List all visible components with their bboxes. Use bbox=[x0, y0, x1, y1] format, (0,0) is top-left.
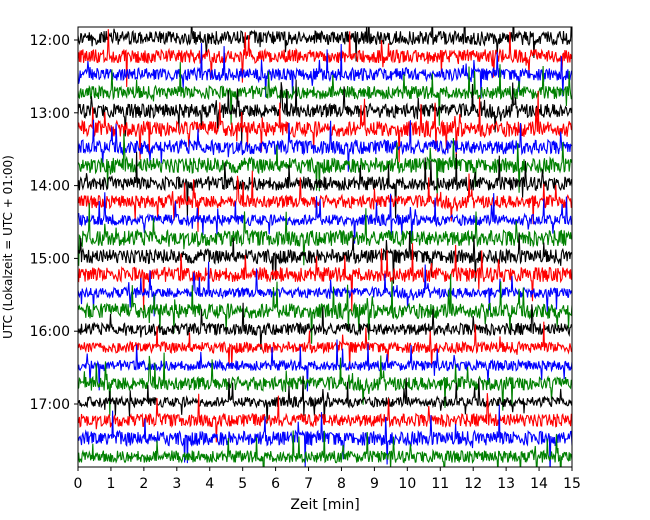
trace-23 bbox=[78, 430, 572, 467]
trace-20 bbox=[78, 375, 572, 424]
seismic-traces bbox=[78, 27, 572, 467]
x-tick-label: 1 bbox=[106, 476, 115, 492]
trace-14 bbox=[78, 261, 572, 317]
y-tick-label: 14:00 bbox=[30, 179, 70, 195]
trace-6 bbox=[78, 119, 572, 172]
trace-2 bbox=[78, 42, 572, 99]
x-tick-label: 10 bbox=[398, 476, 416, 492]
trace-0 bbox=[78, 27, 572, 62]
x-tick-label: 3 bbox=[172, 476, 181, 492]
y-tick-label: 17:00 bbox=[30, 397, 70, 413]
x-axis: 0 1 2 3 4 5 6 7 8 9 10 11 12 13 14 15 bbox=[74, 467, 581, 492]
trace-13 bbox=[78, 243, 572, 312]
trace-5 bbox=[78, 90, 572, 163]
x-tick-label: 5 bbox=[238, 476, 247, 492]
trace-12 bbox=[78, 230, 572, 284]
y-tick-label: 15:00 bbox=[30, 251, 70, 267]
trace-1 bbox=[78, 29, 572, 88]
trace-4 bbox=[78, 79, 572, 144]
y-tick-label: 13:00 bbox=[30, 106, 70, 122]
x-tick-label: 7 bbox=[304, 476, 313, 492]
x-tick-label: 12 bbox=[464, 476, 482, 492]
trace-18 bbox=[78, 339, 572, 392]
y-tick-label: 16:00 bbox=[30, 324, 70, 340]
x-tick-label: 6 bbox=[271, 476, 280, 492]
trace-10 bbox=[78, 192, 572, 244]
trace-21 bbox=[78, 393, 572, 443]
x-tick-label: 13 bbox=[497, 476, 515, 492]
trace-11 bbox=[78, 202, 572, 266]
x-tick-label: 11 bbox=[431, 476, 449, 492]
y-axis-label: UTC (Lokalzeit = UTC + 01:00) bbox=[1, 155, 15, 339]
y-tick-label: 12:00 bbox=[30, 33, 70, 49]
plot-background bbox=[78, 27, 572, 467]
plot-frame bbox=[77, 26, 573, 468]
trace-7 bbox=[78, 133, 572, 196]
x-tick-label: 15 bbox=[563, 476, 581, 492]
x-tick-label: 9 bbox=[370, 476, 379, 492]
x-tick-label: 4 bbox=[205, 476, 214, 492]
trace-16 bbox=[78, 302, 572, 350]
trace-15 bbox=[78, 273, 572, 344]
x-axis-label: Zeit [min] bbox=[290, 497, 359, 513]
y-axis: 12:00 13:00 14:00 15:00 16:00 17:00 bbox=[30, 33, 78, 413]
x-tick-label: 8 bbox=[337, 476, 346, 492]
trace-9 bbox=[78, 170, 572, 232]
trace-8 bbox=[78, 151, 572, 219]
trace-17 bbox=[78, 321, 572, 369]
trace-3 bbox=[78, 62, 572, 126]
trace-19 bbox=[78, 352, 572, 416]
x-tick-label: 14 bbox=[530, 476, 548, 492]
x-tick-label: 2 bbox=[139, 476, 148, 492]
x-tick-label: 0 bbox=[74, 476, 83, 492]
